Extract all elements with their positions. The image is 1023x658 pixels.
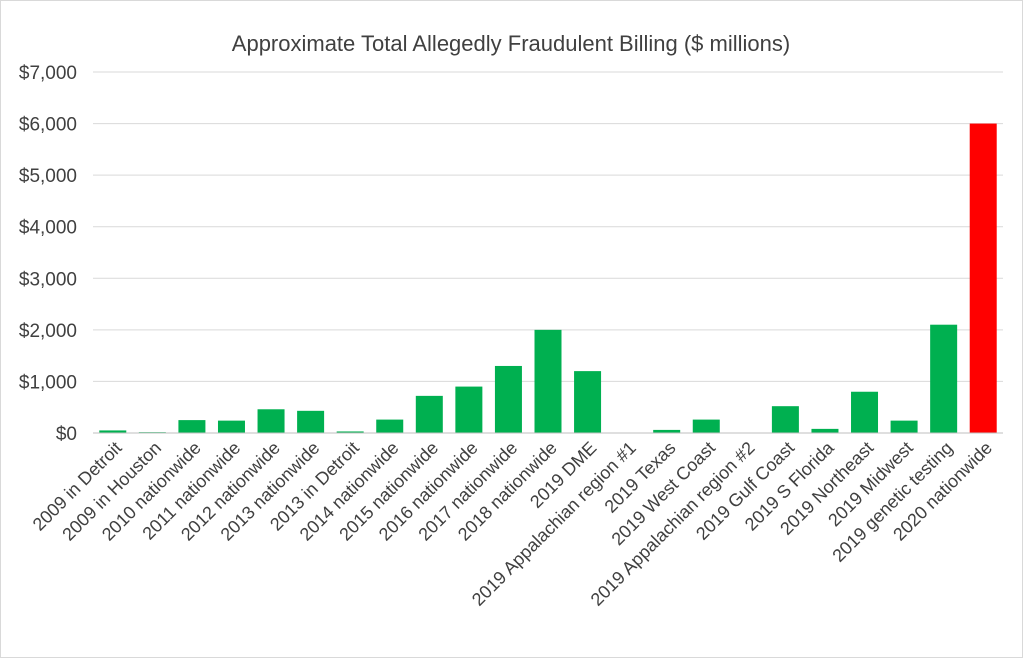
bar [376,419,404,433]
y-tick-label: $4,000 [19,218,77,239]
bar [99,430,127,433]
bar [494,365,522,433]
y-tick-label: $0 [56,424,77,445]
bar [257,409,285,433]
gridlines [93,71,1003,382]
bar [534,329,562,433]
bar [415,395,443,433]
bars [99,123,997,434]
bar [297,410,325,433]
bar [455,386,483,433]
bar [851,391,879,433]
bar [336,431,364,433]
y-tick-label: $3,000 [19,269,77,290]
y-tick-label: $1,000 [19,372,77,393]
y-axis-tick-labels: $0 $1,000 $2,000 $3,000 $4,000 $5,000 $6,000 $7… [19,63,77,445]
y-tick-label: $6,000 [19,115,77,136]
bar [574,371,602,433]
y-tick-label: $2,000 [19,321,77,342]
bar [930,324,958,433]
y-tick-label: $5,000 [19,166,77,187]
bar [969,123,997,434]
bar [178,420,206,433]
y-tick-label: $7,000 [19,63,77,84]
bar [811,428,839,433]
chart-title: Approximate Total Allegedly Fraudulent B… [232,31,790,56]
bar [771,406,799,433]
bar [692,419,720,433]
bar [217,420,245,433]
bar [653,429,681,433]
bar [890,420,918,433]
